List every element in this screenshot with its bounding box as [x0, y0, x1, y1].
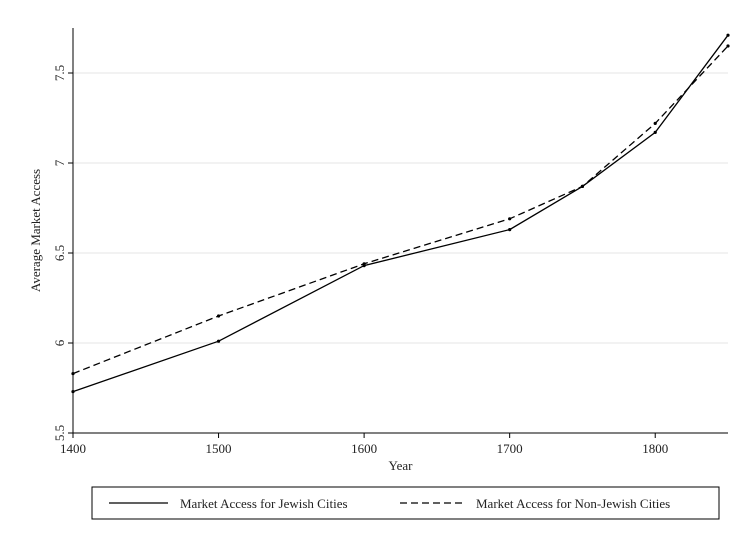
data-point-s1-6: [726, 44, 730, 48]
x-tick-label-0: 1400: [60, 441, 86, 456]
legend-label-non-jewish: Market Access for Non-Jewish Cities: [476, 496, 670, 511]
data-point-s0-6: [726, 33, 730, 37]
y-tick-label-0: 5.5: [52, 425, 67, 441]
y-axis-label: Average Market Access: [28, 169, 43, 292]
y-tick-label-3: 7: [52, 159, 67, 166]
x-tick-label-1: 1500: [206, 441, 232, 456]
data-point-s1-3: [508, 217, 512, 221]
legend-label-jewish: Market Access for Jewish Cities: [180, 496, 348, 511]
data-point-s1-1: [216, 314, 221, 318]
data-point-s1-4: [580, 184, 585, 188]
data-point-s1-2: [362, 262, 366, 266]
legend-box: [91, 486, 720, 520]
y-tick-label-2: 6.5: [52, 245, 67, 261]
data-point-s0-0: [71, 390, 75, 394]
x-axis-label: Year: [389, 458, 414, 473]
axes: 5.5 6 6.5 7 7.5 1400 1500 1600 1700 1800: [52, 28, 728, 456]
y-tick-label-4: 7.5: [52, 65, 67, 81]
x-tick-label-2: 1600: [351, 441, 377, 456]
x-tick-label-3: 1700: [497, 441, 523, 456]
y-tick-label-1: 6: [52, 339, 67, 346]
data-point-s0-5: [653, 130, 657, 134]
data-point-s1-5: [653, 121, 657, 125]
legend: Market Access for Jewish Cities Market A…: [91, 486, 720, 520]
series-lines: [71, 33, 730, 394]
data-point-s0-1: [216, 339, 221, 343]
data-point-s0-3: [508, 228, 512, 232]
data-point-s1-0: [71, 372, 75, 376]
x-tick-label-4: 1800: [642, 441, 668, 456]
